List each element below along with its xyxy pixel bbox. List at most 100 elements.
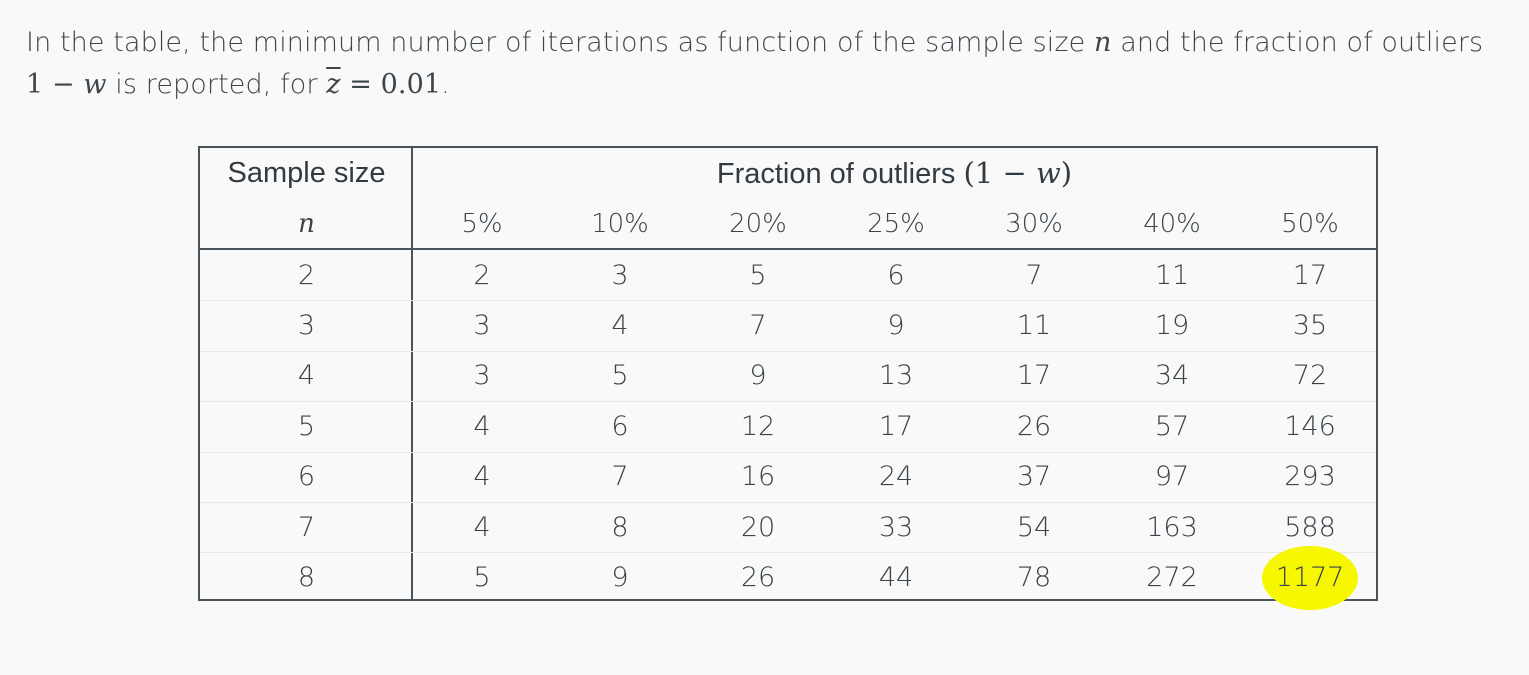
row-sample-size: 8 [297,562,316,594]
cell-value: 11 [1016,310,1052,342]
cell-value: 3 [473,310,491,342]
row-divider [200,401,1376,403]
row-sample-size-cell: 5 [200,401,413,451]
cell-value: 146 [1284,410,1336,442]
table-cell: 17 [1241,250,1379,300]
table-cell: 5 [689,250,827,300]
cell-value: 6 [887,259,905,291]
cell-value: 24 [878,461,914,493]
cell-value: 3 [473,360,491,392]
highlight-marker [1262,545,1358,610]
table-cell: 4 [413,452,551,502]
table-cell: 17 [965,351,1103,401]
cell-value: 4 [611,310,629,342]
table-cell: 6 [827,250,965,300]
col-header: 25% [827,198,965,249]
table-cell: 4 [413,401,551,451]
header-fraction-close: ) [1060,155,1073,190]
table-row: 7 4 8 20 33 54 163 588 [200,502,1376,552]
table-row: 4 3 5 9 13 17 34 72 [200,351,1376,401]
table-cell: 588 [1241,502,1379,552]
header-sample-size-cell: Sample size [200,148,413,198]
table-cell: 7 [965,250,1103,300]
table-cell: 163 [1103,502,1241,552]
table-cell: 2 [413,250,551,300]
cell-value: 5 [611,360,629,392]
table-cell: 9 [827,300,965,350]
table-cell: 272 [1103,552,1241,602]
table-cell: 8 [551,502,689,552]
highlighted-value: 1177 [1275,562,1345,594]
row-divider [200,350,1376,352]
math-zbar: z [326,69,341,100]
table-cell: 97 [1103,452,1241,502]
row-sample-size-cell: 6 [200,452,413,502]
row-divider [200,502,1376,503]
header-fraction-open: (1 − [963,155,1036,190]
table-row: 6 4 7 16 24 37 97 293 [200,452,1376,502]
cell-value: 2 [473,259,491,291]
table-cell: 26 [965,401,1103,451]
table-cell: 72 [1241,351,1379,401]
cell-value: 5 [473,562,491,594]
table-cell: 146 [1241,401,1379,451]
col-header-label: 25% [867,208,925,239]
cell-value: 12 [740,410,776,442]
cell-value: 37 [1016,461,1052,493]
table-cell: 34 [1103,351,1241,401]
cell-value: 97 [1154,461,1190,493]
header-separator [200,248,1376,250]
column-divider [411,148,413,599]
cell-value: 57 [1154,410,1190,442]
col-header: 40% [1103,198,1241,249]
cell-value: 19 [1154,310,1190,342]
cell-value: 16 [740,461,776,493]
row-sample-size: 2 [297,259,316,291]
cell-value: 3 [611,259,629,291]
math-equals-value: = 0.01 [340,69,442,100]
table-cell: 37 [965,452,1103,502]
row-sample-size-cell: 4 [200,351,413,401]
row-sample-size-cell: 8 [200,552,413,602]
intro-text-end: . [441,69,450,100]
header-n-cell: n [200,198,413,249]
row-sample-size: 4 [297,360,316,392]
cell-value: 588 [1284,511,1336,543]
math-w: w [83,69,107,100]
cell-value: 26 [1016,410,1052,442]
col-header: 50% [1241,198,1379,249]
table-cell: 9 [689,351,827,401]
cell-value: 7 [749,310,767,342]
cell-value: 72 [1292,360,1328,392]
table-cell: 16 [689,452,827,502]
col-header: 10% [551,198,689,249]
col-header-label: 40% [1143,208,1201,239]
cell-value: 272 [1146,562,1198,594]
cell-value: 293 [1284,461,1336,493]
table-cell: 6 [551,401,689,451]
intro-text-3: is reported, for [106,69,327,100]
cell-value: 26 [740,562,776,594]
header-fraction-w: w [1035,155,1061,190]
header-row-2: n 5% 10% 20% 25% 30% 40% 50% [200,198,1376,249]
cell-value: 9 [611,562,629,594]
table-row: 5 4 6 12 17 26 57 146 [200,401,1376,451]
table-row: 3 3 4 7 9 11 19 35 [200,300,1376,350]
table-cell: 35 [1241,300,1379,350]
table-cell: 57 [1103,401,1241,451]
table-cell: 24 [827,452,965,502]
cell-value: 35 [1292,310,1328,342]
table-cell: 44 [827,552,965,602]
cell-value: 44 [878,562,914,594]
col-header-label: 30% [1005,208,1063,239]
col-header: 20% [689,198,827,249]
intro-text-1: In the table, the minimum number of iter… [26,27,1095,58]
table-cell: 11 [1103,250,1241,300]
table-cell: 4 [413,502,551,552]
cell-value: 17 [878,410,914,442]
row-sample-size-cell: 2 [200,250,413,300]
math-n: n [1094,27,1112,58]
table-cell: 11 [965,300,1103,350]
table-cell: 5 [413,552,551,602]
row-sample-size: 7 [297,511,316,543]
